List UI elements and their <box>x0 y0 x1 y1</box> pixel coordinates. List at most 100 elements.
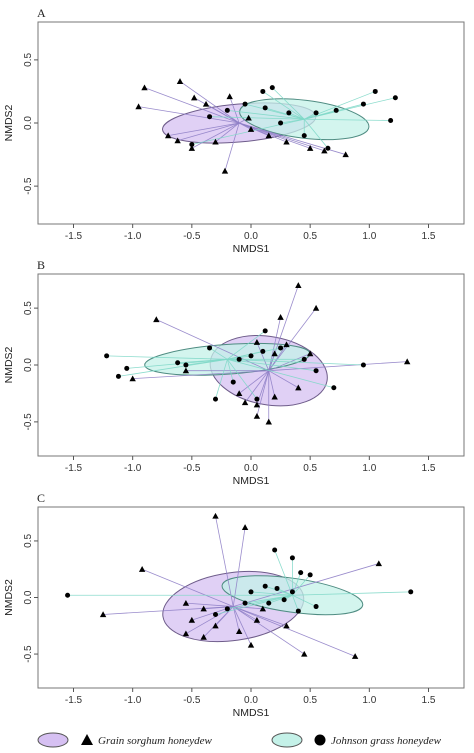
johnson-grass-point <box>313 604 319 610</box>
johnson-grass-point <box>360 101 366 107</box>
grain-sorghum-spider-line <box>233 563 379 607</box>
johnson-grass-point <box>286 110 292 116</box>
y-axis-label: NMDS2 <box>3 104 15 141</box>
johnson-grass-spider-line <box>265 585 293 596</box>
grain-sorghum-point <box>212 138 219 145</box>
panel-a: A -1.5 -1.0 -0.5 0.0 0.5 1.0 1.5 -0.5 0.0 0.5 NMDS… <box>3 6 465 255</box>
x-tick-label: 0.5 <box>303 231 317 242</box>
grain-sorghum-point <box>200 633 207 640</box>
grain-sorghum-spider-line <box>132 370 269 380</box>
johnson-grass-point <box>313 368 319 374</box>
grain-sorghum-point <box>129 375 136 382</box>
johnson-grass-point <box>207 114 213 120</box>
johnson-grass-point <box>262 583 268 589</box>
grain-sorghum-spider-line <box>224 122 240 172</box>
johnson-grass-spider-line <box>272 87 305 120</box>
johnson-grass-point <box>207 345 213 351</box>
johnson-grass-point <box>224 107 230 113</box>
johnson-grass-point <box>298 570 304 576</box>
grain-sorghum-point <box>259 605 267 612</box>
grain-sorghum-spider-line <box>268 344 287 371</box>
grain-sorghum-point <box>271 350 278 357</box>
johnson-grass-spider-line <box>209 347 228 360</box>
johnson-grass-spider-line <box>215 359 228 400</box>
johnson-grass-spider-line <box>292 574 311 596</box>
johnson-grass-spider-line <box>226 359 234 383</box>
johnson-grass-point <box>230 379 236 385</box>
grain-sorghum-point <box>295 282 302 288</box>
grain-sorghum-spider-line <box>268 370 276 397</box>
x-tick-label: -1.0 <box>124 695 142 706</box>
johnson-grass-point <box>260 348 266 354</box>
grain-sorghum-point <box>375 560 382 567</box>
johnson-grass-point <box>281 597 287 603</box>
johnson-grass-point <box>388 117 394 123</box>
grain-sorghum-spider-line <box>185 606 234 635</box>
grain-sorghum-point <box>138 566 146 572</box>
grain-sorghum-point <box>235 628 243 635</box>
panel-label-c: C <box>37 491 45 505</box>
johnson-grass-point <box>115 373 121 379</box>
grain-sorghum-spider-line <box>233 606 356 657</box>
legend-grain-ellipse <box>37 732 69 748</box>
johnson-grass-point <box>236 356 242 362</box>
grain-sorghum-point <box>188 616 196 623</box>
y-axis-label: NMDS2 <box>3 346 15 383</box>
grain-sorghum-point <box>235 390 243 397</box>
legend-johnson-label: Johnson grass honeydew <box>331 735 442 747</box>
johnson-grass-spider-line <box>177 358 228 364</box>
johnson-grass-spider-line <box>227 359 258 400</box>
johnson-grass-point <box>392 95 398 101</box>
grain-sorghum-spider-line <box>191 122 240 149</box>
grain-sorghum-spider-line <box>256 342 270 371</box>
johnson-grass-spider-line <box>304 109 337 120</box>
johnson-grass-spider-line <box>303 118 329 149</box>
x-axis-label: NMDS1 <box>233 707 270 719</box>
grain-sorghum-point <box>283 622 290 629</box>
johnson-grass-point <box>269 85 275 91</box>
johnson-grass-point <box>272 547 278 553</box>
grain-sorghum-point <box>247 126 255 132</box>
x-tick-label: 0.0 <box>244 695 258 706</box>
x-tick-label: -0.5 <box>183 695 201 706</box>
x-tick-label: 1.5 <box>422 463 436 474</box>
y-tick-label: -0.5 <box>23 413 34 431</box>
y-tick-label: 0.0 <box>23 590 34 604</box>
johnson-grass-point <box>278 120 284 126</box>
johnson-grass-spider-line <box>292 595 299 612</box>
grain-sorghum-point <box>404 358 411 365</box>
johnson-grass-point <box>295 608 301 614</box>
johnson-grass-point <box>289 589 295 595</box>
grain-sorghum-point <box>241 399 249 406</box>
grain-sorghum-point <box>164 132 172 139</box>
grain-sorghum-point <box>342 151 349 158</box>
grain-sorghum-spider-line <box>141 568 234 607</box>
johnson-grass-spider-line <box>304 118 391 121</box>
johnson-grass-spider-line <box>227 358 317 372</box>
grain-sorghum-spider-line <box>238 370 269 394</box>
grain-sorghum-point <box>283 138 290 145</box>
johnson-grass-point <box>360 362 366 368</box>
grain-sorghum-spider-line <box>256 370 270 417</box>
legend-circle-icon <box>314 734 326 746</box>
johnson-grass-spider-line <box>227 330 266 360</box>
x-tick-label: -1.0 <box>124 463 142 474</box>
grain-sorghum-point <box>321 147 328 154</box>
grain-sorghum-point <box>176 78 184 84</box>
johnson-grass-spider-line <box>227 358 364 366</box>
grain-sorghum-point <box>141 84 148 91</box>
grain-sorghum-spider-line <box>268 307 317 371</box>
grain-sorghum-spider-line <box>215 515 234 607</box>
x-tick-label: 0.5 <box>303 463 317 474</box>
johnson-grass-spider-line <box>185 358 228 366</box>
grain-sorghum-point <box>295 384 302 391</box>
x-tick-label: 0.0 <box>244 463 258 474</box>
johnson-grass-spider-line <box>227 594 293 610</box>
x-tick-label: -1.5 <box>65 231 83 242</box>
johnson-grass-point <box>242 600 248 606</box>
johnson-grass-point <box>278 345 284 351</box>
grain-sorghum-point <box>306 350 314 357</box>
y-tick-label: 0.5 <box>23 52 34 66</box>
johnson-grass-point <box>301 133 307 139</box>
